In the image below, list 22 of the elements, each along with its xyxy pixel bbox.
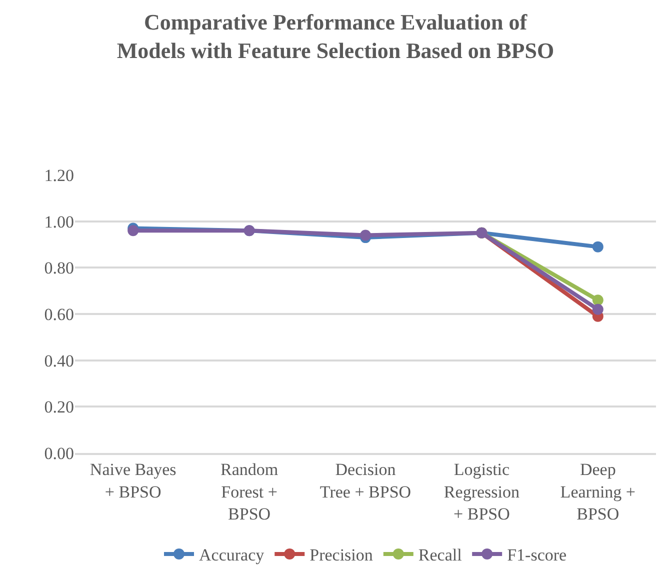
x-tick-label: Decision Tree + BPSO xyxy=(320,460,412,502)
y-tick-label: 0.20 xyxy=(44,398,74,417)
chart-title: Comparative Performance Evaluation of Models with Feature Selection Based on BPSO xyxy=(116,9,554,63)
x-tick-label: Random Forest + BPSO xyxy=(220,460,278,524)
x-tick-label: Naive Bayes + BPSO xyxy=(90,460,176,502)
y-tick-label: 1.20 xyxy=(44,166,74,185)
point xyxy=(592,304,604,315)
y-tick-label: 0.40 xyxy=(44,351,74,370)
x-tick-label: Logistic Regression + BPSO xyxy=(444,460,520,524)
legend-label: Precision xyxy=(310,546,374,565)
legend-label: Accuracy xyxy=(199,546,265,565)
point xyxy=(360,230,371,241)
x-tick-label: Deep Learning + BPSO xyxy=(560,460,636,524)
point xyxy=(128,225,139,236)
y-tick-label: 0.60 xyxy=(44,304,74,324)
y-tick-label: 1.00 xyxy=(44,212,74,232)
y-tick-label: 0.00 xyxy=(44,444,74,463)
legend-label: F1-score xyxy=(507,546,567,565)
point xyxy=(592,241,604,252)
point xyxy=(592,294,604,306)
legend-label: Recall xyxy=(418,546,462,565)
y-tick-label: 0.80 xyxy=(44,258,74,278)
